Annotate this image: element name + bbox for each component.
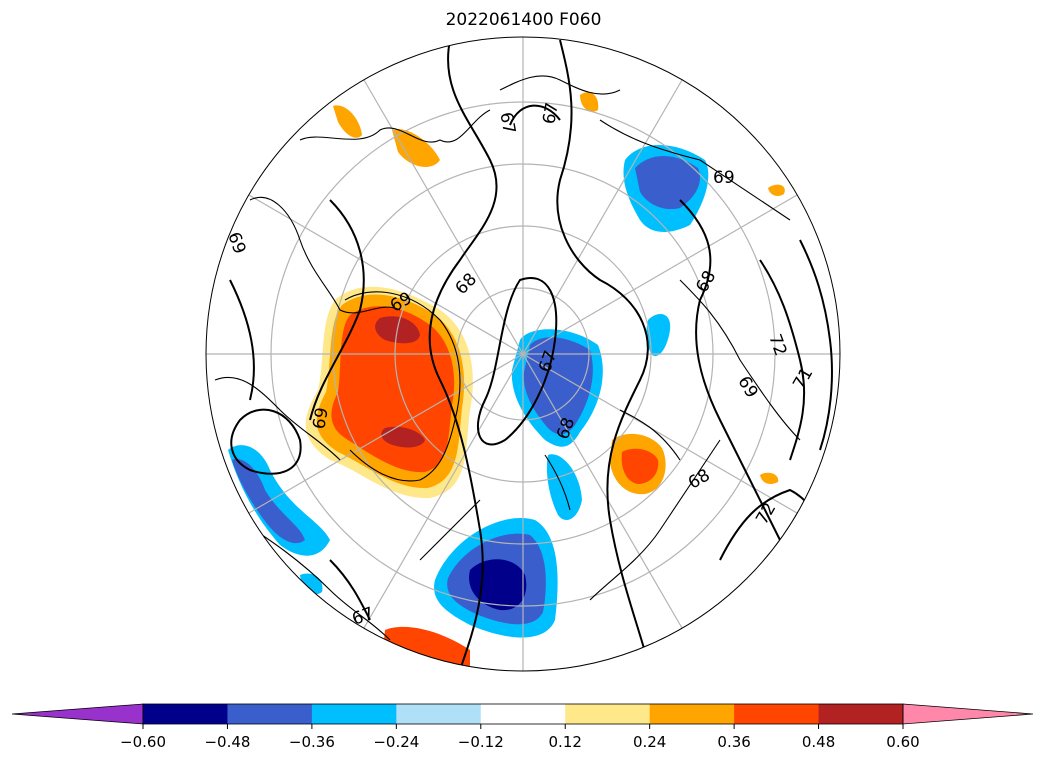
negative-anomaly-east [646, 314, 671, 356]
colorbar-bin [396, 704, 482, 724]
contour-label: 69 [713, 168, 735, 188]
colorbar-bin [311, 704, 397, 724]
polar-map: 67 67 69 69 68 69 67 68 72 71 72 69 68 6… [205, 36, 841, 672]
colorbar-bin [227, 704, 313, 724]
positive-anomaly-core-2 [381, 426, 425, 448]
contour-label: 67 [495, 111, 518, 136]
colorbar-tick-label: 0.60 [886, 733, 919, 751]
colorbar-tick-label: 0.12 [549, 733, 582, 751]
positive-anomaly-north-1 [333, 105, 362, 138]
negative-anomaly-northeast-core [635, 156, 700, 210]
map-boundary [205, 36, 841, 672]
contour-label: 69 [309, 406, 332, 431]
colorbar-tick-label: 0.36 [717, 733, 750, 751]
colorbar-under-extension [11, 703, 144, 725]
colorbar-tick-label: −0.48 [204, 733, 250, 751]
colorbar-bin [480, 704, 566, 724]
colorbar-bin [734, 704, 820, 724]
colorbar-bins [11, 703, 1034, 725]
colorbar-bin [565, 704, 651, 724]
height-contours [229, 39, 833, 671]
positive-anomaly-north-3 [580, 92, 599, 112]
positive-anomaly-greenland-strong [331, 306, 455, 473]
map-title: 2022061400 F060 [445, 10, 602, 30]
colorbar-bin [649, 704, 735, 724]
colorbar-ticks: −0.60 −0.48 −0.36 −0.24 −0.12 0.12 0.24 0.36 0.4… [120, 724, 920, 751]
colorbar-frame [142, 703, 904, 725]
colorbar-tick-label: −0.60 [120, 733, 166, 751]
positive-anomaly-scandinavia-core [621, 448, 659, 484]
contour-label: 67 [539, 101, 562, 126]
colorbar-bin [143, 704, 228, 724]
colorbar-tick-label: −0.36 [289, 733, 335, 751]
colorbar-bin [818, 704, 904, 724]
coastlines [214, 75, 801, 641]
negative-anomaly-pole-mid [523, 337, 593, 435]
colorbar-tick-label: −0.12 [458, 733, 504, 751]
negative-anomaly-pole-tail [546, 454, 582, 520]
positive-anomaly-east [768, 184, 785, 196]
colorbar-tick-label: 0.48 [802, 733, 835, 751]
colorbar-tick-label: 0.24 [633, 733, 666, 751]
positive-anomaly-north-2 [392, 129, 440, 167]
colorbar-tick-label: −0.24 [373, 733, 419, 751]
positive-anomaly-south-east [760, 472, 779, 484]
colorbar-over-extension [902, 703, 1034, 725]
